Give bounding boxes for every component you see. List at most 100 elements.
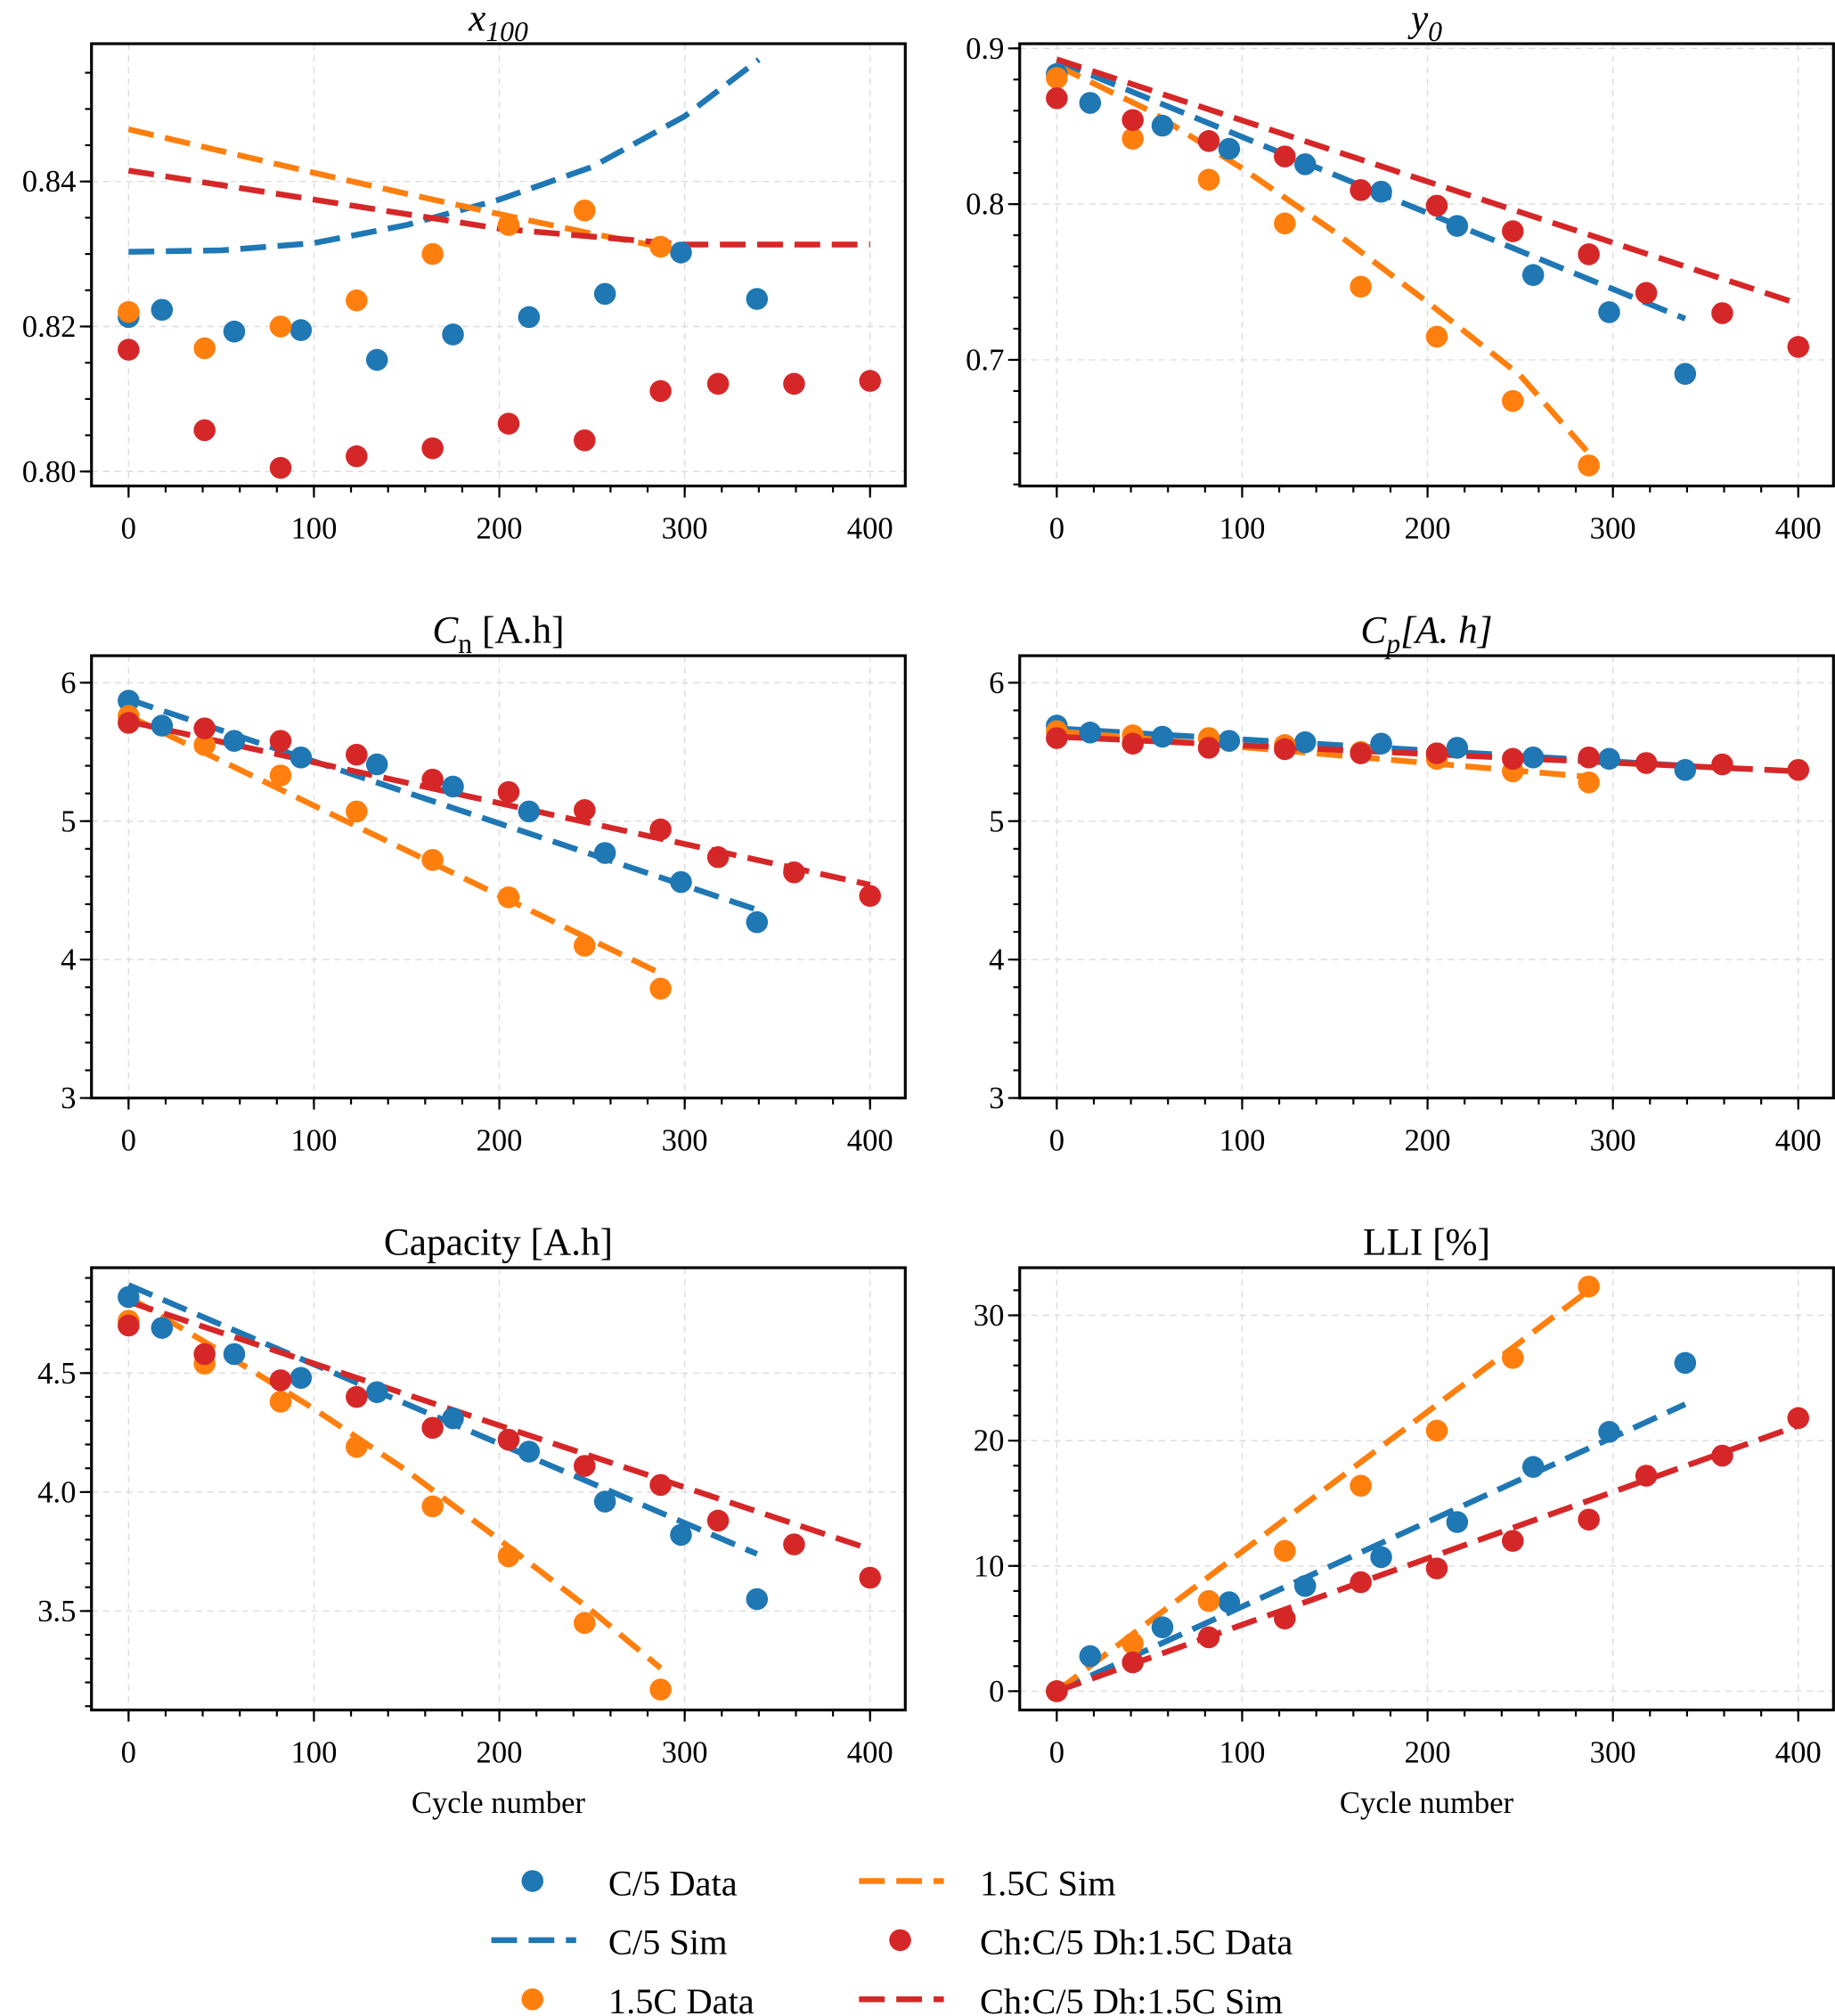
data-point-c5 (1674, 363, 1697, 385)
data-point-c5 (1218, 730, 1241, 752)
subplot-title: LLI [%] (1363, 1221, 1490, 1264)
legend-marker-icon (521, 1870, 544, 1892)
y-tick-label: 6 (989, 666, 1004, 700)
sim-line-mix (1056, 56, 1799, 307)
data-point-c15 (574, 199, 596, 222)
data-point-c5 (593, 282, 616, 306)
data-point-mix (269, 456, 292, 479)
data-point-mix (1350, 742, 1372, 764)
data-point-c5 (593, 842, 616, 864)
data-point-mix (1635, 1465, 1658, 1487)
subplot-0: 0 100 200 300 400 0.80 0.82 0.84 x100 (22, 0, 907, 546)
x-tick-label: 400 (1775, 1736, 1822, 1770)
data-point-mix (193, 717, 216, 739)
subplot-2: 0 100 200 300 400 3 4 5 6 Cn [A.h] (61, 609, 907, 1158)
y-tick-label: 4.0 (37, 1475, 76, 1509)
legend-entry: 1.5C Sim (859, 1863, 1116, 1903)
data-point-c15 (1578, 1275, 1600, 1298)
data-point-c5 (593, 1490, 616, 1513)
data-point-c5 (118, 690, 140, 712)
data-point-c5 (290, 746, 313, 769)
sim-line-mix (127, 1299, 871, 1553)
data-point-c15 (346, 1435, 368, 1458)
data-point-mix (1711, 753, 1733, 776)
y-tick-label: 3 (61, 1081, 76, 1115)
data-point-c5 (1079, 1645, 1102, 1668)
data-point-c5 (1218, 1591, 1241, 1613)
data-point-c5 (518, 1441, 541, 1463)
data-point-mix (649, 818, 672, 841)
data-point-c5 (365, 348, 388, 371)
sim-line-mix (1056, 1423, 1799, 1694)
data-point-mix (1502, 1530, 1524, 1552)
data-point-mix (706, 845, 730, 869)
data-point-c5 (670, 870, 692, 894)
data-point-c5 (1218, 137, 1241, 160)
y-tick-label: 4.5 (37, 1357, 76, 1391)
legend-label: Ch:C/5 Dh:1.5C Sim (980, 1981, 1283, 2016)
data-point-c5 (223, 730, 246, 752)
data-point-c15 (574, 1612, 596, 1635)
data-point-c5 (1370, 180, 1392, 203)
sim-line-mix (127, 718, 871, 888)
data-point-mix (1578, 1508, 1600, 1530)
data-point-c15 (1350, 1474, 1372, 1498)
x-tick-label: 100 (1219, 512, 1265, 546)
y-tick-label: 3 (989, 1081, 1004, 1115)
data-point-mix (1578, 243, 1600, 265)
data-point-mix (497, 412, 520, 435)
data-point-mix (783, 861, 805, 884)
legend-label: 1.5C Data (608, 1981, 754, 2016)
data-point-mix (1121, 1651, 1144, 1674)
data-point-mix (649, 1473, 672, 1497)
data-point-c5 (223, 320, 246, 343)
sim-line-mix (1056, 733, 1798, 775)
data-point-c15 (1350, 275, 1372, 298)
data-point-c5 (670, 241, 692, 264)
sim-line-c15 (127, 126, 662, 250)
legend-label: Ch:C/5 Dh:1.5C Data (980, 1922, 1293, 1963)
sim-line-c5 (128, 57, 761, 255)
x-tick-label: 100 (290, 1124, 337, 1158)
legend-label: 1.5C Sim (980, 1863, 1116, 1903)
data-point-c5 (1370, 1546, 1392, 1569)
data-point-mix (1502, 220, 1524, 242)
data-point-c15 (1274, 1539, 1296, 1563)
data-point-c15 (497, 1545, 520, 1568)
data-point-mix (1425, 742, 1448, 764)
data-point-c15 (269, 1391, 292, 1413)
sim-line-c5 (1056, 1401, 1687, 1694)
legend-entry: C/5 Sim (491, 1922, 728, 1963)
data-point-c5 (1151, 114, 1174, 137)
data-point-mix (193, 419, 216, 442)
data-point-c5 (1446, 1511, 1469, 1533)
data-point-mix (118, 712, 140, 734)
data-point-c5 (746, 1587, 769, 1611)
data-point-c5 (118, 1286, 140, 1309)
x-tick-label: 400 (847, 512, 893, 546)
legend-label: C/5 Sim (608, 1922, 728, 1963)
subplot-title: Cn [A.h] (432, 609, 564, 660)
x-tick-label: 300 (1590, 1124, 1636, 1158)
data-point-c5 (1293, 1575, 1317, 1597)
data-point-c15 (421, 242, 444, 265)
legend-entry: 1.5C Data (521, 1981, 754, 2016)
data-point-c5 (442, 323, 464, 346)
x-tick-label: 400 (1775, 512, 1822, 546)
axes-frame (90, 1266, 907, 1712)
x-tick-label: 300 (662, 1124, 708, 1158)
data-point-c15 (193, 734, 216, 756)
y-tick-label: 4 (989, 943, 1004, 977)
legend-entry: Ch:C/5 Dh:1.5C Data (889, 1922, 1293, 1963)
x-tick-label: 400 (1775, 1124, 1822, 1158)
data-point-c5 (1293, 153, 1317, 175)
data-point-c5 (746, 288, 769, 310)
data-point-c15 (1046, 67, 1068, 89)
x-tick-label: 200 (477, 1124, 523, 1158)
data-point-c5 (1674, 1351, 1697, 1375)
data-point-c5 (290, 319, 313, 341)
data-point-mix (1635, 282, 1658, 305)
data-point-mix (346, 1385, 368, 1408)
x-tick-label: 0 (1049, 512, 1064, 546)
data-point-c5 (151, 714, 174, 737)
